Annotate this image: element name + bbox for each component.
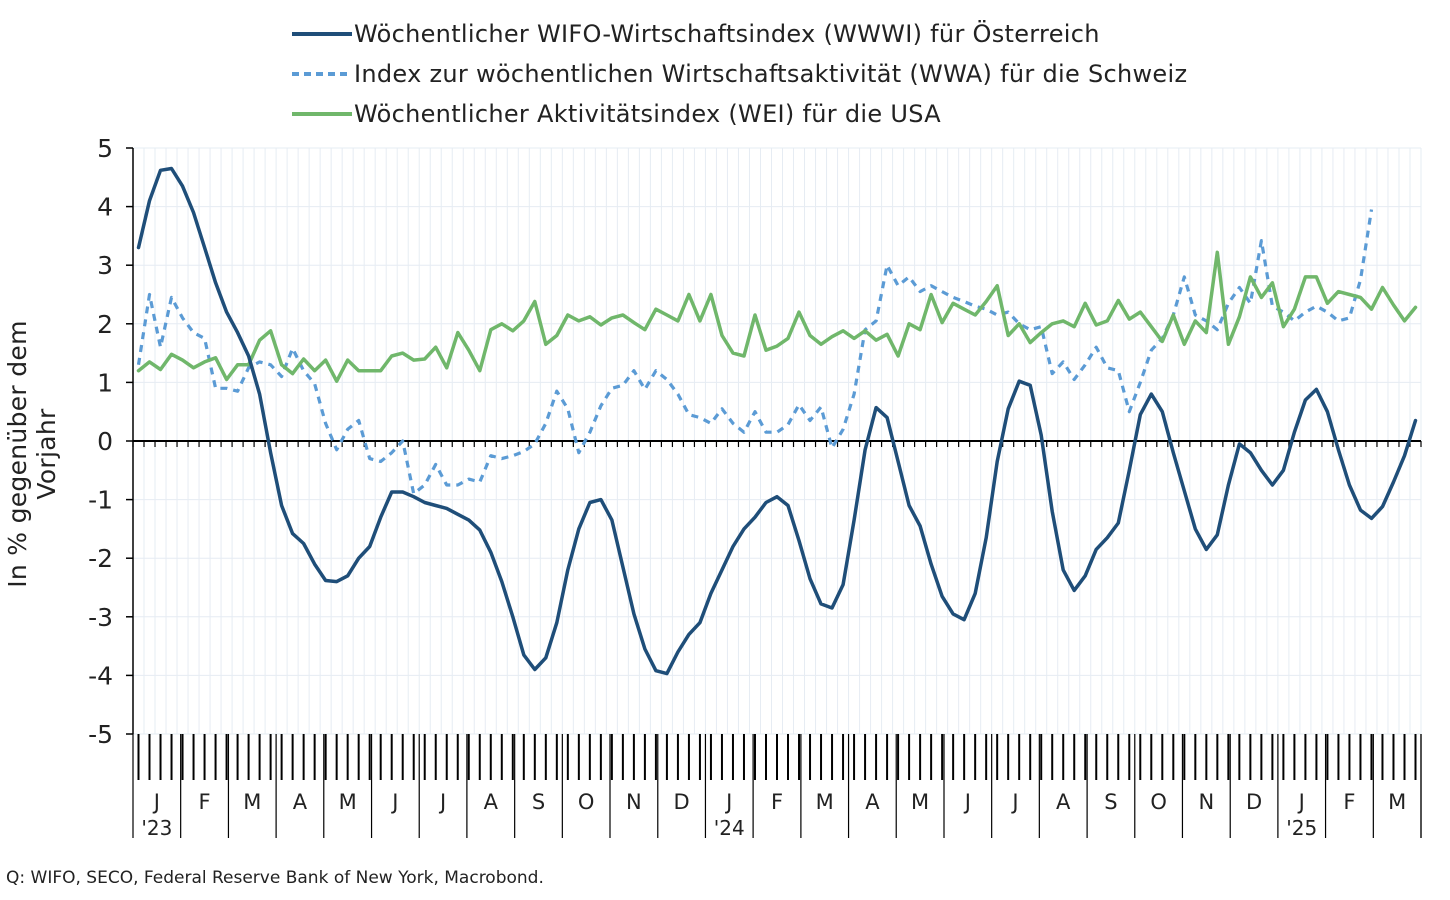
- month-label: M: [816, 790, 834, 814]
- legend-swatch-wwwi: [292, 32, 352, 36]
- month-label: O: [1150, 790, 1167, 814]
- month-label: F: [771, 790, 783, 814]
- month-label: A: [865, 790, 880, 814]
- month-label: N: [1198, 790, 1214, 814]
- year-label: '24: [714, 816, 745, 840]
- y-tick-label: 2: [97, 310, 113, 339]
- month-label: J: [152, 790, 160, 814]
- month-label: J: [438, 790, 446, 814]
- month-label: D: [674, 790, 690, 814]
- y-axis-title: In % gegenüber dem Vorjahr: [3, 320, 61, 588]
- year-label: '25: [1286, 816, 1317, 840]
- month-label: O: [578, 790, 595, 814]
- legend-label-wei: Wöchentlicher Aktivitätsindex (WEI) für …: [354, 100, 941, 128]
- month-label: F: [1343, 790, 1355, 814]
- month-label: A: [1056, 790, 1071, 814]
- legend-label-wwwi: Wöchentlicher WIFO-Wirtschaftsindex (WWW…: [354, 20, 1100, 48]
- month-label: J: [724, 790, 732, 814]
- series-layer: [136, 166, 1418, 676]
- month-label: M: [339, 790, 357, 814]
- legend-label-wwa: Index zur wöchentlichen Wirtschaftsaktiv…: [354, 60, 1188, 88]
- legend-item-wwwi: Wöchentlicher WIFO-Wirtschaftsindex (WWW…: [292, 14, 1187, 54]
- month-label: S: [1104, 790, 1117, 814]
- legend-item-wwa: Index zur wöchentlichen Wirtschaftsaktiv…: [292, 54, 1187, 94]
- y-tick-label: 1: [97, 368, 113, 397]
- legend-item-wei: Wöchentlicher Aktivitätsindex (WEI) für …: [292, 94, 1187, 134]
- legend-swatch-wwa: [292, 72, 352, 76]
- month-label: J: [390, 790, 398, 814]
- series-line-2: [136, 250, 1418, 383]
- month-label: J: [1010, 790, 1018, 814]
- y-tick-label: -3: [88, 603, 113, 632]
- axes: 5 4 3 2 1 0 -1 -2 -3 -4 -5 J F M A M J J A S O N D J F M A M J J A S O N D…: [88, 134, 1422, 840]
- y-tick-label: 5: [97, 134, 113, 163]
- y-tick-label: 4: [97, 193, 113, 222]
- month-label: A: [293, 790, 308, 814]
- month-label: M: [1388, 790, 1406, 814]
- month-label: A: [484, 790, 499, 814]
- y-tick-label: 0: [97, 427, 113, 456]
- legend: Wöchentlicher WIFO-Wirtschaftsindex (WWW…: [292, 14, 1187, 134]
- month-label: J: [963, 790, 971, 814]
- month-label: M: [911, 790, 929, 814]
- month-label: N: [626, 790, 642, 814]
- legend-swatch-wei: [292, 112, 352, 116]
- y-tick-label: 3: [97, 251, 113, 280]
- y-tick-label: -5: [88, 720, 113, 749]
- month-label: D: [1246, 790, 1262, 814]
- source-note: Q: WIFO, SECO, Federal Reserve Bank of N…: [6, 868, 544, 888]
- y-tick-label: -1: [88, 486, 113, 515]
- month-label: S: [532, 790, 545, 814]
- y-tick-label: -4: [88, 661, 113, 690]
- month-label: F: [199, 790, 211, 814]
- year-label: '23: [141, 816, 172, 840]
- month-label: M: [243, 790, 261, 814]
- month-label: J: [1297, 790, 1305, 814]
- y-tick-label: -2: [88, 544, 113, 573]
- series-line-1: [136, 209, 1374, 496]
- series-line-0: [136, 166, 1418, 676]
